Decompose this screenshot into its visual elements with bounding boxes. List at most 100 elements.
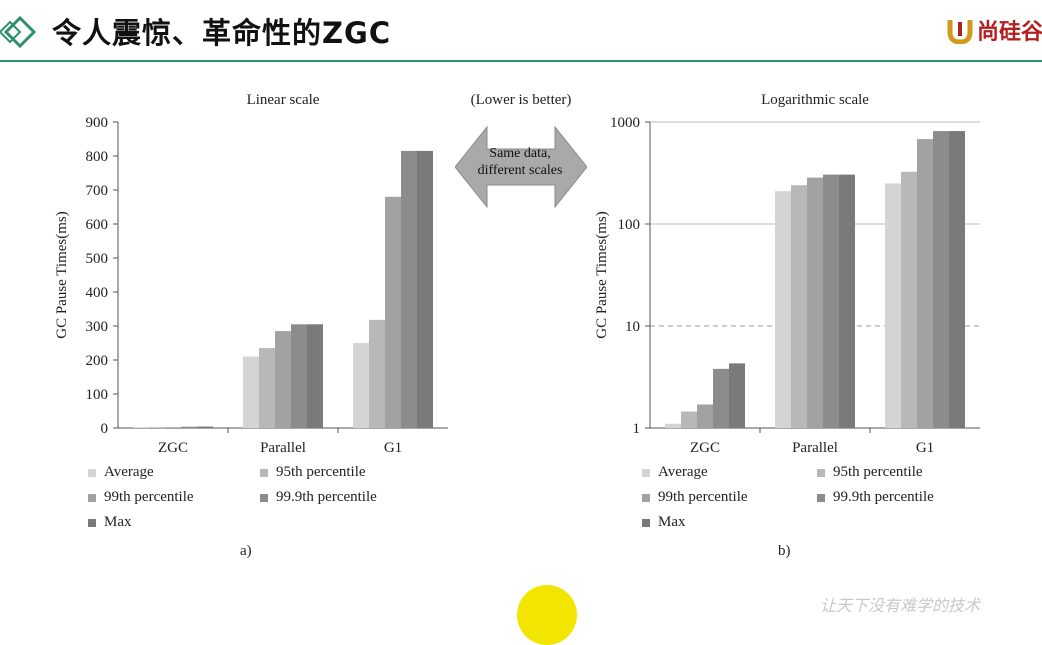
legend-right: Average 95th percentile 99th percentile … [642, 464, 1022, 544]
caption-left: a) [240, 543, 252, 559]
legend-swatch [642, 518, 650, 527]
legend-item: Max [88, 514, 132, 531]
y-tick-label: 600 [86, 217, 109, 233]
y-tick-label: 400 [86, 285, 109, 301]
bar-parallel-average [243, 356, 259, 428]
x-tick-label: Parallel [792, 440, 838, 456]
y-tick-label: 100 [86, 387, 109, 403]
x-tick-label: G1 [916, 440, 934, 456]
legend-swatch [88, 468, 96, 477]
y-axis-label: GC Pause Times(ms) [594, 211, 610, 339]
bar-parallel-99-9th-percentile [823, 174, 839, 428]
y-axis-label: GC Pause Times(ms) [54, 211, 70, 339]
y-tick-label: 700 [86, 183, 109, 199]
arrow-label-line2: different scales [477, 163, 563, 178]
charts-canvas: Linear scale GC Pause Times(ms) 0 100 200 300… [54, 92, 980, 456]
legend-swatch [88, 518, 96, 527]
legend-swatch [817, 493, 825, 502]
legend-item: 95th percentile [817, 464, 923, 481]
legend-label: 99.9th percentile [276, 489, 377, 505]
bar-g1-95th-percentile [901, 171, 917, 428]
legend-swatch [642, 468, 650, 477]
brand-logo-text: 尚硅谷 [977, 20, 1042, 45]
legend-label: 99th percentile [658, 489, 748, 505]
lower-is-better-note: (Lower is better) [470, 92, 572, 108]
chart-title: Linear scale [247, 92, 320, 108]
bar-zgc-99-9th-percentile [713, 368, 729, 428]
legend-label: Max [658, 514, 686, 530]
bar-g1-95th-percentile [369, 319, 385, 428]
legend-item: 99th percentile [642, 489, 748, 506]
bar-parallel-95th-percentile [259, 348, 275, 428]
bar-parallel-99th-percentile [807, 177, 823, 428]
caption-right: b) [778, 543, 791, 559]
legend-item: 99.9th percentile [260, 489, 377, 506]
legend-item: Max [642, 514, 686, 531]
legend-item: Average [88, 464, 154, 481]
y-tick-label: 900 [86, 115, 109, 131]
legend-swatch [642, 493, 650, 502]
bar-g1-99-9th-percentile [933, 131, 949, 428]
y-tick-label: 1000 [610, 115, 640, 131]
bar-g1-max [417, 150, 433, 428]
brand-logo-icon [947, 20, 973, 44]
bar-zgc-average [133, 427, 149, 428]
legend-item: 99th percentile [88, 489, 194, 506]
bar-g1-99th-percentile [385, 196, 401, 428]
bar-zgc-95th-percentile [681, 411, 697, 428]
y-tick-label: 0 [101, 421, 109, 437]
legend-swatch [88, 493, 96, 502]
bar-g1-99-9th-percentile [401, 150, 417, 428]
bar-parallel-99th-percentile [275, 331, 291, 428]
y-tick-label: 1 [633, 421, 641, 437]
bar-parallel-max [839, 174, 855, 428]
bar-parallel-average [775, 191, 791, 428]
header-bar: 令人震惊、革命性的ZGC 尚硅谷 [0, 0, 1042, 62]
bar-g1-99th-percentile [917, 139, 933, 428]
y-tick-label: 500 [86, 251, 109, 267]
x-tick-label: G1 [384, 440, 402, 456]
legend-label: Average [658, 464, 708, 480]
legend-item: 95th percentile [260, 464, 366, 481]
y-tick-label: 300 [86, 319, 109, 335]
bar-g1-average [353, 343, 369, 428]
legend-label: 99th percentile [104, 489, 194, 505]
bar-zgc-99th-percentile [165, 427, 181, 428]
bar-zgc-max [197, 426, 213, 428]
y-tick-label: 100 [618, 217, 641, 233]
legend-label: Average [104, 464, 154, 480]
bar-parallel-95th-percentile [791, 185, 807, 428]
y-tick-label: 200 [86, 353, 109, 369]
bar-zgc-max [729, 363, 745, 428]
bar-parallel-99-9th-percentile [291, 324, 307, 428]
bar-parallel-max [307, 324, 323, 428]
legend-swatch [260, 468, 268, 477]
watermark-text: 让天下没有难学的技术 [820, 596, 981, 615]
x-tick-label: ZGC [690, 440, 720, 456]
bar-g1-average [885, 183, 901, 428]
diamond-icon [0, 15, 37, 49]
legend-label: 99.9th percentile [833, 489, 934, 505]
bar-zgc-99th-percentile [697, 404, 713, 428]
page-title: 令人震惊、革命性的ZGC [52, 16, 392, 50]
legend-swatch [260, 493, 268, 502]
x-tick-label: Parallel [260, 440, 306, 456]
y-tick-label: 10 [625, 319, 640, 335]
bar-zgc-average [665, 423, 681, 428]
decorative-circle [517, 585, 577, 645]
legend-label: 95th percentile [833, 464, 923, 480]
y-tick-label: 800 [86, 149, 109, 165]
legend-left: Average 95th percentile 99th percentile … [88, 464, 448, 544]
legend-item: 99.9th percentile [817, 489, 934, 506]
bar-zgc-99-9th-percentile [181, 426, 197, 428]
bar-g1-max [949, 131, 965, 428]
bar-zgc-95th-percentile [149, 427, 165, 428]
arrow-label-line1: Same data, [489, 146, 551, 161]
brand-logo: 尚硅谷 [947, 14, 1042, 46]
chart-title: Logarithmic scale [761, 92, 869, 108]
x-tick-label: ZGC [158, 440, 188, 456]
arrow-label: Same data, different scales [455, 145, 585, 179]
legend-label: Max [104, 514, 132, 530]
legend-item: Average [642, 464, 708, 481]
legend-swatch [817, 468, 825, 477]
